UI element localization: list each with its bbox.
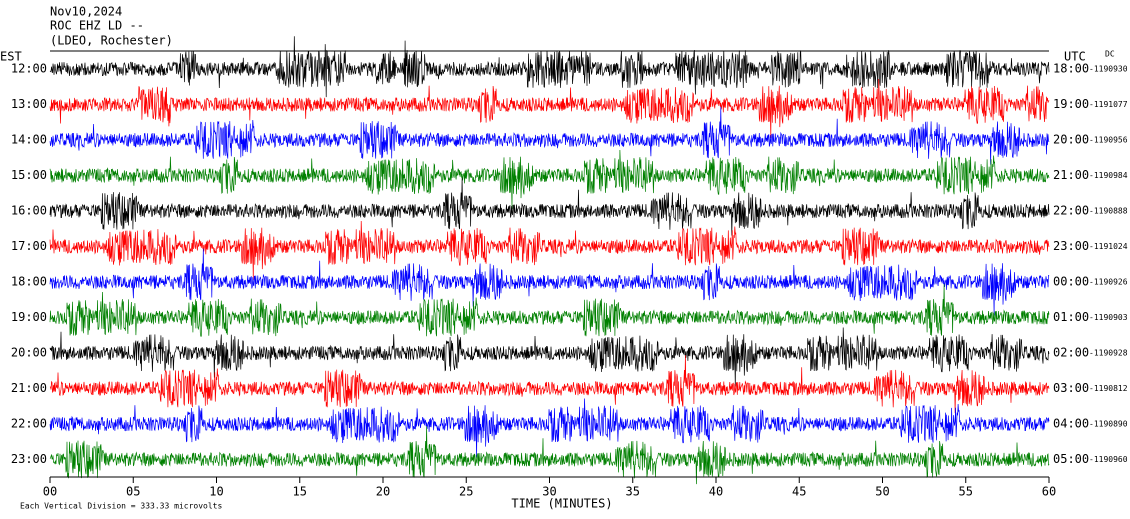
x-tick-label: 35: [626, 485, 640, 499]
trace: [49, 248, 1050, 316]
local-time: 18:00: [11, 275, 47, 289]
dc-offset: -1190984: [1089, 171, 1128, 180]
dc-offset: -1190812: [1089, 384, 1128, 393]
dc-label: DC: [1105, 50, 1115, 59]
local-time: 15:00: [11, 168, 47, 182]
local-time: 21:00: [11, 381, 47, 395]
trace: [49, 426, 1050, 485]
utc-time: 23:00: [1053, 239, 1089, 253]
utc-time: 00:00: [1053, 275, 1089, 289]
utc-time: 22:00: [1053, 204, 1089, 218]
utc-time: 02:00: [1053, 346, 1089, 360]
utc-time: 21:00: [1053, 168, 1089, 182]
traces: [49, 36, 1050, 485]
left-zone: EST: [0, 50, 22, 64]
trace: [49, 106, 1050, 165]
location: (LDEO, Rochester): [50, 34, 173, 48]
local-time: 16:00: [11, 204, 47, 218]
trace: [49, 284, 1050, 337]
dc-offset: -1190903: [1089, 313, 1128, 322]
dc-offset: -1190956: [1089, 136, 1128, 145]
x-tick-label: 25: [459, 485, 473, 499]
right-zone: UTC: [1064, 50, 1086, 64]
x-label: TIME (MINUTES): [511, 497, 612, 511]
utc-time: 04:00: [1053, 417, 1089, 431]
trace: [49, 327, 1050, 387]
utc-time: 20:00: [1053, 133, 1089, 147]
local-time: 19:00: [11, 310, 47, 324]
dc-offset: -1190928: [1089, 349, 1128, 358]
dc-offset: -1191024: [1089, 242, 1128, 251]
trace: [49, 78, 1050, 139]
x-tick-label: 55: [959, 485, 973, 499]
trace: [49, 177, 1050, 236]
utc-time: 01:00: [1053, 310, 1089, 324]
local-time: 20:00: [11, 346, 47, 360]
station: ROC EHZ LD --: [50, 19, 144, 33]
local-time: 13:00: [11, 97, 47, 111]
x-tick-label: 45: [792, 485, 806, 499]
dc-offset: -1190926: [1089, 278, 1128, 287]
trace: [49, 220, 1050, 281]
date: Nov10,2024: [50, 5, 122, 19]
x-tick-label: 20: [376, 485, 390, 499]
footer: Each Vertical Division = 333.33 microvol…: [20, 502, 222, 511]
dc-offset: -1190960: [1089, 455, 1128, 464]
dc-offset: -1190888: [1089, 207, 1128, 216]
dc-offset: -1190890: [1089, 420, 1128, 429]
dc-offset: -1190930: [1089, 65, 1128, 74]
trace: [49, 398, 1050, 458]
utc-time: 18:00: [1053, 62, 1089, 76]
dc-offset: -1191077: [1089, 100, 1128, 109]
x-tick-label: 10: [209, 485, 223, 499]
local-time: 23:00: [11, 452, 47, 466]
trace: [49, 355, 1050, 414]
x-tick-label: 00: [43, 485, 57, 499]
utc-time: 05:00: [1053, 452, 1089, 466]
x-tick-label: 40: [709, 485, 723, 499]
local-time: 22:00: [11, 417, 47, 431]
x-tick-label: 60: [1042, 485, 1056, 499]
x-tick-label: 50: [875, 485, 889, 499]
trace: [49, 149, 1050, 210]
utc-time: 19:00: [1053, 97, 1089, 111]
x-tick-label: 30: [542, 485, 556, 499]
local-time: 12:00: [11, 62, 47, 76]
x-tick-label: 15: [293, 485, 307, 499]
utc-time: 03:00: [1053, 381, 1089, 395]
local-time: 14:00: [11, 133, 47, 147]
trace: [49, 36, 1050, 98]
x-tick-label: 05: [126, 485, 140, 499]
local-time: 17:00: [11, 239, 47, 253]
